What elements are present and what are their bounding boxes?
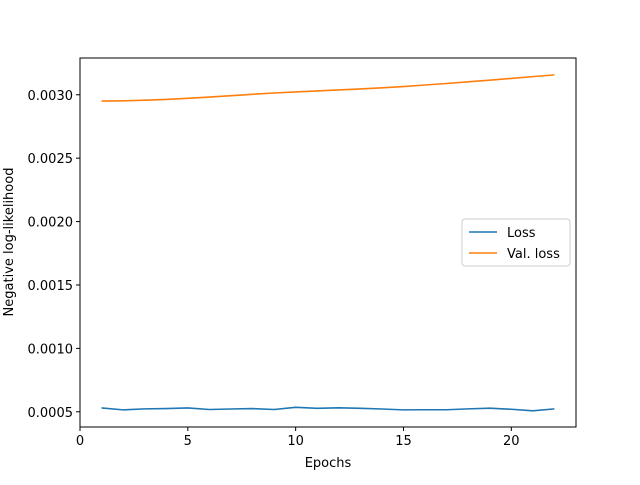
series-line-val-loss <box>101 74 555 102</box>
x-tick-label: 20 <box>503 434 520 449</box>
x-axis-label: Epochs <box>305 456 352 471</box>
y-tick-label: 0.0010 <box>28 342 74 357</box>
legend-box <box>461 218 571 267</box>
y-tick-label: 0.0030 <box>28 89 74 104</box>
y-tick-label: 0.0005 <box>28 406 74 421</box>
x-tick-label: 0 <box>76 434 84 449</box>
y-tick-label: 0.0015 <box>28 279 74 294</box>
legend-label: Val. loss <box>507 247 560 262</box>
x-axis: 0 5 10 15 20 <box>76 427 520 449</box>
plot-frame <box>79 57 577 428</box>
x-tick-label: 10 <box>287 434 304 449</box>
x-tick-label: 5 <box>184 434 192 449</box>
legend: Loss Val. loss <box>461 218 571 267</box>
y-tick-label: 0.0020 <box>28 216 74 231</box>
y-tick-label: 0.0025 <box>28 152 74 167</box>
y-axis: 0.0005 0.0010 0.0015 0.0020 0.0025 0.0030 <box>28 89 80 421</box>
series-line-loss <box>101 406 555 412</box>
series-layer <box>101 74 555 412</box>
x-tick-label: 15 <box>395 434 412 449</box>
legend-label: Loss <box>507 226 536 241</box>
y-axis-label: Negative log-likelihood <box>2 168 17 317</box>
